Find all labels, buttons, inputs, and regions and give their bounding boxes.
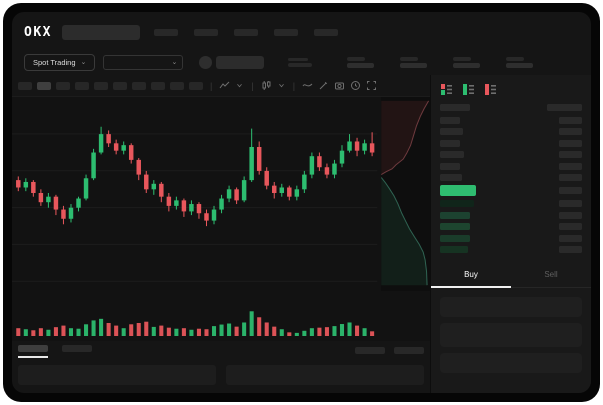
market-type-label: Spot Trading bbox=[33, 57, 76, 67]
amount-slider[interactable] bbox=[440, 389, 582, 393]
price-change-placeholder bbox=[288, 57, 313, 67]
chevron-down-icon: ⌄ bbox=[171, 58, 178, 66]
tab-open-orders[interactable] bbox=[62, 345, 92, 352]
chart-bottom-tabs bbox=[12, 341, 430, 363]
screenshot-camera-icon[interactable] bbox=[334, 80, 345, 91]
book-bids-icon[interactable] bbox=[462, 83, 475, 96]
bid-row[interactable] bbox=[440, 211, 582, 219]
chart-column: | | | bbox=[12, 75, 430, 393]
chevron-down-icon[interactable] bbox=[235, 80, 244, 91]
ask-row[interactable] bbox=[440, 162, 582, 170]
settings-clock-icon[interactable] bbox=[350, 80, 361, 91]
book-both-icon[interactable] bbox=[440, 83, 453, 96]
trading-app: OKX Spot Trading ⌄ ⌄ bbox=[12, 12, 591, 393]
ticker-stat bbox=[400, 56, 427, 68]
ask-row[interactable] bbox=[440, 173, 582, 181]
orderbook-table bbox=[440, 98, 582, 257]
book-asks-icon[interactable] bbox=[484, 83, 497, 96]
last-price-pill bbox=[440, 185, 476, 197]
interval-button[interactable] bbox=[37, 81, 51, 90]
bid-row[interactable] bbox=[440, 234, 582, 242]
interval-button[interactable] bbox=[170, 81, 184, 90]
line-tool-icon[interactable] bbox=[302, 80, 313, 91]
ask-row[interactable] bbox=[440, 139, 582, 147]
main-nav bbox=[153, 28, 338, 36]
candlestick-chart-canvas[interactable] bbox=[12, 97, 430, 341]
draw-pencil-icon[interactable] bbox=[318, 80, 329, 91]
orderbook-header bbox=[440, 104, 582, 111]
nav-item-placeholder[interactable] bbox=[193, 28, 218, 36]
tab-buy[interactable]: Buy bbox=[431, 264, 511, 289]
pair-selector-dropdown[interactable]: ⌄ bbox=[103, 54, 184, 70]
price-input[interactable] bbox=[440, 297, 582, 318]
nav-item-placeholder[interactable] bbox=[153, 28, 178, 36]
table-action-placeholder[interactable] bbox=[394, 347, 424, 354]
order-form bbox=[440, 297, 582, 379]
orderbook-trade-panel: Buy Sell bbox=[430, 75, 591, 393]
interval-button[interactable] bbox=[56, 81, 70, 90]
total-input[interactable] bbox=[440, 353, 582, 374]
token-avatar bbox=[199, 55, 213, 69]
trade-tabs: Buy Sell bbox=[431, 264, 591, 289]
nav-item-placeholder[interactable] bbox=[313, 28, 338, 36]
chart-toolbar: | | | bbox=[12, 75, 430, 97]
nav-item-placeholder[interactable] bbox=[273, 28, 298, 36]
interval-button[interactable] bbox=[113, 81, 127, 90]
app-window: OKX Spot Trading ⌄ ⌄ bbox=[3, 3, 600, 402]
tab-order-history[interactable] bbox=[18, 345, 48, 358]
interval-button[interactable] bbox=[94, 81, 108, 90]
interval-button[interactable] bbox=[132, 81, 146, 90]
amount-input[interactable] bbox=[440, 323, 582, 348]
search-input[interactable] bbox=[61, 24, 140, 40]
orderbook-view-switcher bbox=[440, 80, 582, 98]
indicator-icon[interactable] bbox=[219, 80, 230, 91]
interval-button[interactable] bbox=[151, 81, 165, 90]
fullscreen-icon[interactable] bbox=[366, 80, 377, 91]
bid-row[interactable] bbox=[440, 223, 582, 231]
ticker-stat bbox=[506, 56, 533, 68]
last-price-row[interactable] bbox=[440, 185, 582, 197]
chevron-down-icon[interactable] bbox=[277, 80, 286, 91]
interval-button[interactable] bbox=[18, 81, 32, 90]
top-bar: OKX Spot Trading ⌄ ⌄ bbox=[12, 12, 591, 75]
table-action-placeholder[interactable] bbox=[355, 347, 385, 354]
orders-table-left bbox=[18, 365, 216, 385]
pair-title-placeholder[interactable] bbox=[216, 55, 265, 69]
orders-tables bbox=[12, 363, 430, 393]
market-type-dropdown[interactable]: Spot Trading ⌄ bbox=[24, 53, 96, 71]
ask-row[interactable] bbox=[440, 128, 582, 136]
ticker-stat bbox=[453, 56, 480, 68]
interval-button[interactable] bbox=[189, 81, 203, 90]
chevron-down-icon: ⌄ bbox=[80, 58, 87, 66]
nav-item-placeholder[interactable] bbox=[233, 28, 258, 36]
bid-row[interactable] bbox=[440, 245, 582, 253]
ticker-stat bbox=[347, 56, 374, 68]
bid-row[interactable] bbox=[440, 200, 582, 208]
okx-logo: OKX bbox=[24, 24, 52, 40]
ask-row[interactable] bbox=[440, 151, 582, 159]
price-chart[interactable] bbox=[12, 97, 430, 341]
orders-table-right bbox=[226, 365, 424, 385]
ticker-stats bbox=[347, 56, 579, 68]
tab-sell[interactable]: Sell bbox=[544, 270, 558, 280]
ask-row[interactable] bbox=[440, 117, 582, 124]
chart-type-icon[interactable] bbox=[261, 80, 272, 91]
interval-button[interactable] bbox=[75, 81, 89, 90]
